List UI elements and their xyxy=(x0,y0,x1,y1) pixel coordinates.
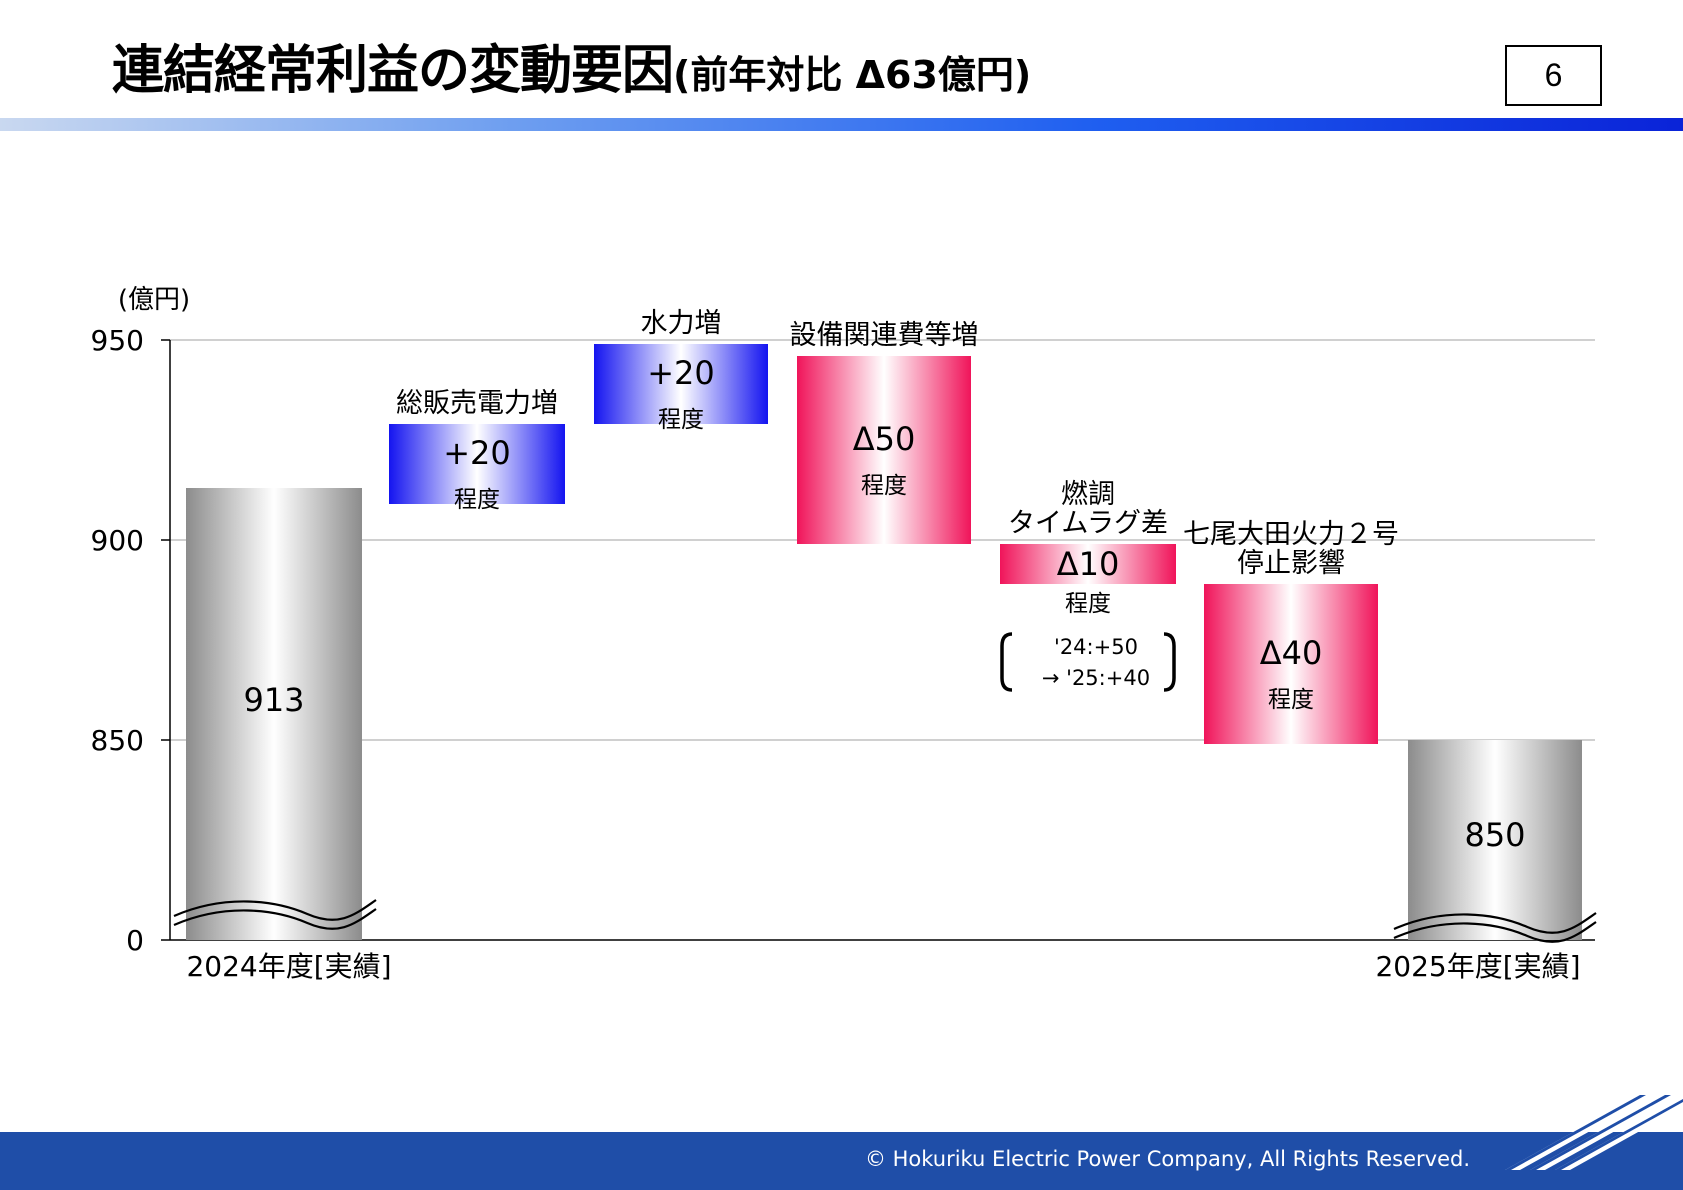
bar-total xyxy=(1408,740,1582,940)
bar-increase xyxy=(594,344,768,424)
step-label: 設備関連費等増 xyxy=(790,320,979,351)
bar-value-label: +20 xyxy=(443,434,511,472)
step-label: 停止影響 xyxy=(1237,548,1345,579)
step-label: タイムラグ差 xyxy=(1008,508,1168,539)
step-label: 七尾大田火力２号 xyxy=(1183,519,1399,550)
y-unit-label: (億円) xyxy=(118,285,190,315)
axis-break-mark-right xyxy=(1393,912,1597,934)
bar-note-label: 程度 xyxy=(454,487,500,513)
y-tick-label: 950 xyxy=(91,324,144,357)
bar-note-label: 程度 xyxy=(658,407,704,433)
bracket-left xyxy=(1000,632,1013,692)
bar-total xyxy=(186,488,362,940)
y-tick-label: 0 xyxy=(126,924,144,957)
copyright-text: © Hokuriku Electric Power Company, All R… xyxy=(864,1147,1470,1171)
step-label: 燃調 xyxy=(1061,479,1115,510)
bracket-note-line: → '25:+40 xyxy=(1042,666,1150,690)
bar-value-label: Δ40 xyxy=(1260,634,1323,672)
bar-value-label: +20 xyxy=(647,354,715,392)
x-category-label: 2024年度[実績] xyxy=(186,950,391,983)
axis-break-mark-right xyxy=(1393,921,1597,943)
step-label: 水力増 xyxy=(641,308,722,339)
title-sub: (前年対比 Δ63億円) xyxy=(673,53,1032,97)
y-tick-label: 850 xyxy=(91,724,144,757)
bar-value-label: 913 xyxy=(243,681,304,719)
bar-increase xyxy=(389,424,565,504)
bar-decrease xyxy=(1000,544,1176,584)
page-title: 連結経常利益の変動要因(前年対比 Δ63億円) xyxy=(112,36,1031,110)
waterfall-chart: 950 900 850 0 (億円) 913 2024年度[実績] +20 程度 総販売電力増 +2… xyxy=(91,285,1597,983)
bar-note-label: 程度 xyxy=(861,473,907,499)
footer-bar xyxy=(0,1132,1683,1190)
title-gradient-bar xyxy=(0,118,1683,131)
bracket-right xyxy=(1163,632,1176,692)
page-number: 6 xyxy=(1505,45,1602,106)
y-tick-label: 900 xyxy=(91,524,144,557)
bar-value-label: Δ50 xyxy=(853,420,916,458)
bar-note-label: 程度 xyxy=(1065,591,1111,617)
title-main: 連結経常利益の変動要因 xyxy=(112,41,674,101)
axis-break-mark-left xyxy=(173,899,377,921)
x-category-label: 2025年度[実績] xyxy=(1375,950,1580,983)
bar-note-label: 程度 xyxy=(1268,687,1314,713)
bar-value-label: 850 xyxy=(1464,816,1525,854)
axis-break-mark-left xyxy=(173,908,377,930)
step-label: 総販売電力増 xyxy=(396,388,558,419)
bar-decrease xyxy=(797,356,971,544)
bar-decrease xyxy=(1204,584,1378,744)
bar-value-label: Δ10 xyxy=(1057,545,1120,583)
bracket-note-line: '24:+50 xyxy=(1054,635,1138,659)
company-stripes-logo xyxy=(1505,1095,1683,1170)
